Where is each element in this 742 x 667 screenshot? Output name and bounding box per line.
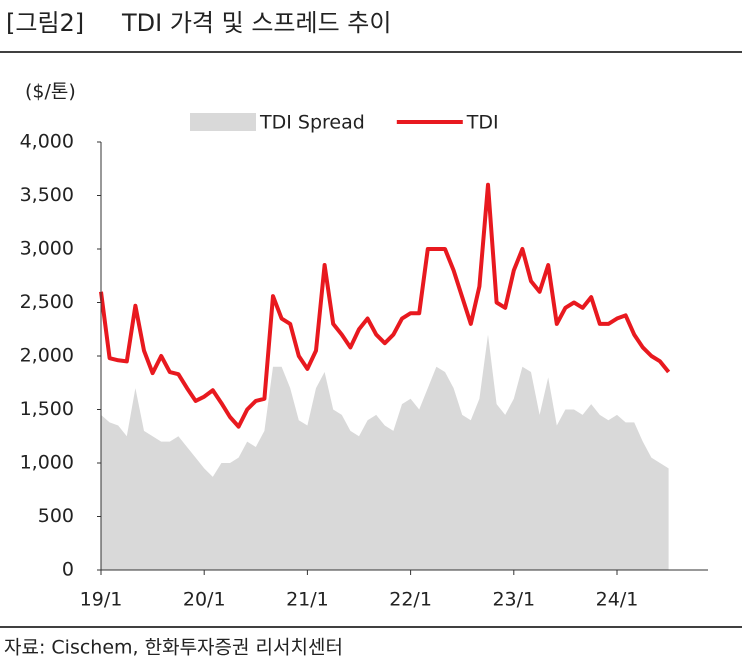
- x-tick-label: 22/1: [389, 589, 432, 611]
- y-tick-label: 1,500: [20, 398, 74, 420]
- legend-label: TDI: [466, 112, 499, 134]
- x-tick-label: 21/1: [286, 589, 329, 611]
- spread-area: [101, 334, 669, 570]
- legend-swatch: [190, 113, 256, 131]
- y-tick-label: 0: [62, 559, 74, 581]
- legend-label: TDI Spread: [259, 112, 365, 134]
- y-tick-label: 3,500: [20, 184, 74, 206]
- x-tick-label: 23/1: [492, 589, 535, 611]
- y-tick-label: 2,500: [20, 291, 74, 313]
- tdi-line: [99, 182, 671, 429]
- x-tick-label: 20/1: [183, 589, 226, 611]
- source: 자료: Cischem, 한화투자증권 리서치센터: [4, 637, 343, 659]
- title-prefix: [그림2]: [6, 9, 84, 37]
- unit-label: ($/톤): [25, 81, 76, 103]
- y-tick-label: 3,000: [20, 238, 74, 260]
- y-tick-label: 2,000: [20, 345, 74, 367]
- x-tick-label: 19/1: [80, 589, 123, 611]
- chart-title: TDI 가격 및 스프레드 추이: [121, 9, 391, 37]
- y-tick-label: 500: [38, 505, 74, 527]
- y-tick-label: 4,000: [20, 131, 74, 153]
- y-tick-label: 1,000: [20, 452, 74, 474]
- x-tick-label: 24/1: [596, 589, 639, 611]
